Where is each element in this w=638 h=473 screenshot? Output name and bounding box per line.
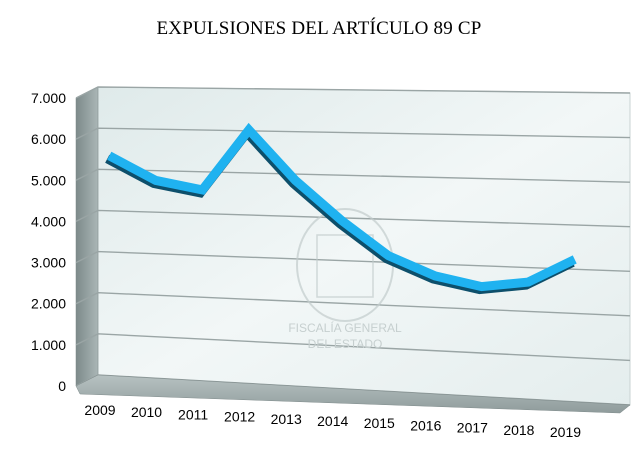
gridline <box>75 86 631 99</box>
x-tick-label: 2018 <box>503 422 534 438</box>
gridline <box>75 292 631 317</box>
y-tick-label: 7.000 <box>31 90 66 106</box>
x-tick-label: 2015 <box>364 415 395 431</box>
x-tick-label: 2009 <box>84 402 115 418</box>
y-tick-label: 6.000 <box>31 131 66 147</box>
x-tick-label: 2011 <box>178 406 208 422</box>
gridline <box>75 209 631 228</box>
chart-side-wall <box>75 86 99 387</box>
watermark-text-line2: DEL ESTADO <box>308 337 383 351</box>
series-line <box>107 122 577 292</box>
gridline <box>75 333 631 362</box>
x-tick-label: 2014 <box>317 413 348 429</box>
x-tick-label: 2012 <box>224 409 255 425</box>
chart-floor <box>75 374 631 414</box>
x-tick-label: 2016 <box>410 417 441 433</box>
chart-title: EXPULSIONES DEL ARTÍCULO 89 CP <box>156 18 482 39</box>
x-tick-label: 2017 <box>457 420 488 436</box>
y-tick-label: 0 <box>58 378 66 394</box>
x-tick-label: 2019 <box>550 424 581 440</box>
watermark-text-line1: FISCALÍA GENERAL <box>288 320 402 335</box>
y-tick-label: 5.000 <box>31 172 66 188</box>
watermark-shield <box>316 234 374 298</box>
x-tick-label: 2013 <box>271 411 302 427</box>
y-tick-label: 2.000 <box>31 296 66 312</box>
y-tick-label: 3.000 <box>31 255 66 271</box>
gridline <box>75 168 631 183</box>
gridline <box>75 127 631 140</box>
x-tick-label: 2010 <box>131 404 162 420</box>
y-tick-label: 4.000 <box>31 213 66 229</box>
y-tick-label: 1.000 <box>31 337 66 353</box>
gridline <box>75 250 631 272</box>
